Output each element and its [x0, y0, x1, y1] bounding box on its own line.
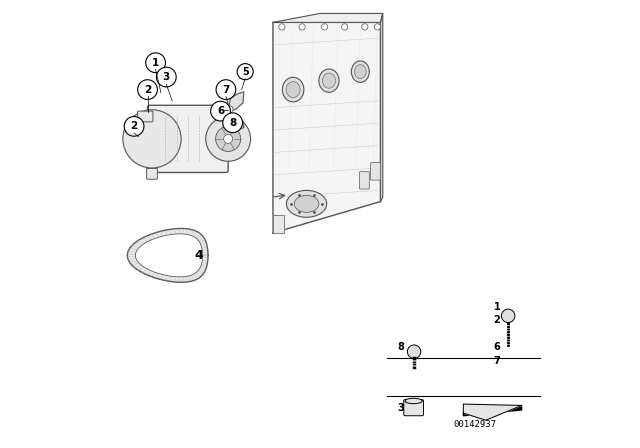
Circle shape [226, 106, 233, 113]
Ellipse shape [405, 398, 422, 404]
Polygon shape [136, 234, 203, 277]
Circle shape [211, 101, 230, 121]
Text: 6: 6 [217, 106, 224, 116]
Polygon shape [463, 405, 522, 416]
Circle shape [138, 80, 157, 99]
Circle shape [502, 309, 515, 323]
Circle shape [237, 64, 253, 80]
Text: 3: 3 [397, 403, 404, 413]
FancyBboxPatch shape [138, 111, 153, 122]
Circle shape [362, 24, 368, 30]
Ellipse shape [323, 73, 335, 88]
Ellipse shape [294, 195, 319, 212]
Text: 00142937: 00142937 [453, 420, 496, 429]
Circle shape [216, 126, 241, 151]
Circle shape [226, 121, 233, 128]
Ellipse shape [351, 61, 369, 82]
FancyBboxPatch shape [148, 105, 228, 172]
Text: 7: 7 [493, 356, 500, 366]
Text: 7: 7 [222, 85, 230, 95]
Ellipse shape [286, 82, 300, 98]
FancyBboxPatch shape [371, 163, 380, 180]
Circle shape [279, 24, 285, 30]
Polygon shape [273, 215, 284, 233]
Circle shape [407, 345, 421, 358]
Circle shape [224, 134, 233, 143]
Circle shape [146, 53, 165, 73]
Circle shape [299, 24, 305, 30]
Text: 5: 5 [242, 67, 248, 77]
Text: 8: 8 [397, 342, 404, 352]
FancyBboxPatch shape [360, 172, 369, 189]
Polygon shape [273, 13, 383, 22]
Text: 2: 2 [131, 121, 138, 131]
Polygon shape [273, 22, 380, 233]
Circle shape [124, 116, 144, 136]
Circle shape [223, 113, 243, 133]
Circle shape [321, 24, 328, 30]
Circle shape [216, 80, 236, 99]
Text: 8: 8 [229, 118, 236, 128]
Polygon shape [228, 92, 244, 110]
Text: 3: 3 [163, 72, 170, 82]
Text: 6: 6 [493, 342, 500, 352]
Polygon shape [228, 116, 244, 130]
Text: 2: 2 [144, 85, 151, 95]
Text: 4: 4 [195, 249, 204, 262]
Circle shape [374, 24, 380, 30]
Polygon shape [380, 13, 383, 202]
Polygon shape [463, 404, 522, 420]
FancyBboxPatch shape [147, 168, 157, 179]
Text: 1: 1 [152, 58, 159, 68]
FancyBboxPatch shape [404, 400, 424, 416]
Circle shape [123, 110, 181, 168]
Ellipse shape [319, 69, 339, 92]
Circle shape [157, 67, 176, 87]
Ellipse shape [355, 65, 366, 79]
Polygon shape [127, 228, 208, 282]
Text: 1: 1 [493, 302, 500, 312]
Text: 2: 2 [493, 315, 500, 325]
Circle shape [206, 116, 251, 161]
Ellipse shape [287, 190, 327, 217]
Ellipse shape [282, 77, 304, 102]
Circle shape [342, 24, 348, 30]
